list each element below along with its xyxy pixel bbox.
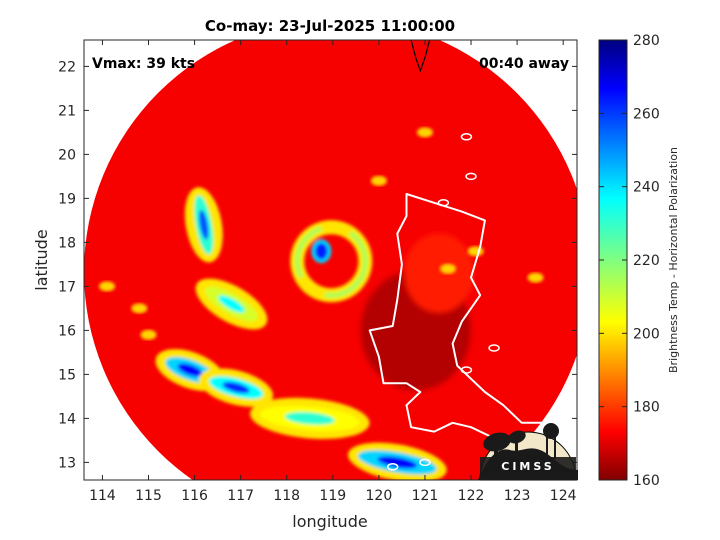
rainband xyxy=(347,442,447,480)
x-axis-label: longitude xyxy=(292,512,367,531)
y-tick-label: 21 xyxy=(58,103,76,119)
y-tick-label: 19 xyxy=(58,191,76,207)
x-tick-label: 117 xyxy=(227,488,254,504)
x-tick-label: 120 xyxy=(366,488,393,504)
convective-speck xyxy=(467,246,484,257)
y-tick-label: 18 xyxy=(58,235,76,251)
island-outline xyxy=(465,172,477,181)
convective-speck xyxy=(140,329,157,340)
plot-frame xyxy=(83,39,578,481)
island-outline xyxy=(419,458,431,467)
colorbar-tick-label: 280 xyxy=(633,33,660,49)
heatmap-swath xyxy=(84,40,577,480)
colorbar-ticks: 160 180 200 220 240 260 280 xyxy=(599,33,660,489)
rainband xyxy=(195,278,268,330)
convective-speck xyxy=(416,127,433,138)
y-axis-label: latitude xyxy=(32,229,51,290)
rainband-core xyxy=(218,295,245,313)
convective-speck xyxy=(99,281,116,292)
taiwan-coastline xyxy=(410,40,431,73)
rainband-core xyxy=(377,456,418,469)
y-tick-label: 17 xyxy=(58,279,76,295)
island-outline xyxy=(460,133,473,141)
y-tick-label: 16 xyxy=(58,323,76,339)
colorbar-tick-label: 180 xyxy=(633,400,660,416)
rainband-core xyxy=(284,412,335,425)
cimss-logo: CIMSS xyxy=(478,423,578,481)
convective-speck xyxy=(527,272,544,283)
y-tick-label: 14 xyxy=(58,411,76,427)
y-axis: 13 14 15 16 17 18 19 20 21 22 xyxy=(58,59,577,471)
rainband-core xyxy=(177,363,203,377)
convective-speck xyxy=(370,175,387,186)
vmax-annotation: Vmax: 39 kts xyxy=(92,56,195,72)
convective-speck xyxy=(439,263,456,274)
time-away-annotation: 00:40 away xyxy=(479,56,569,72)
x-tick-label: 115 xyxy=(135,488,162,504)
eyewall-core xyxy=(294,224,368,298)
island-outline xyxy=(488,344,500,352)
y-tick-label: 20 xyxy=(58,147,76,163)
colorbar-tick-label: 160 xyxy=(633,473,660,489)
convective-speck xyxy=(131,303,148,314)
rainband-core xyxy=(199,210,209,240)
y-tick-label: 13 xyxy=(58,455,76,471)
rainband xyxy=(184,187,223,263)
island-outline xyxy=(437,199,450,207)
island-outline xyxy=(460,366,473,374)
eye-core xyxy=(315,243,328,260)
colorbar-tick-label: 200 xyxy=(633,326,660,342)
x-tick-label: 121 xyxy=(412,488,439,504)
y-tick-label: 22 xyxy=(58,59,76,75)
rainband xyxy=(199,368,274,407)
x-tick-label: 118 xyxy=(273,488,300,504)
x-tick-label: 114 xyxy=(89,488,116,504)
x-tick-label: 123 xyxy=(504,488,531,504)
logo-text: CIMSS xyxy=(501,460,554,473)
colorbar-tick-label: 220 xyxy=(633,253,660,269)
land-warm-area xyxy=(403,233,474,314)
rainband xyxy=(249,397,370,439)
x-tick-label: 119 xyxy=(319,488,346,504)
colorbar-tick-label: 260 xyxy=(633,106,660,122)
chart-title: Co-may: 23-Jul-2025 11:00:00 xyxy=(205,17,455,35)
rainband-core xyxy=(222,381,250,394)
colorbar-label: Brightness Temp - Horizontal Polarizatio… xyxy=(667,147,680,373)
x-axis: 114 115 116 117 118 119 120 121 122 123 124 xyxy=(89,40,577,504)
x-tick-label: 122 xyxy=(458,488,485,504)
x-tick-label: 116 xyxy=(181,488,208,504)
island-outline xyxy=(386,463,399,471)
x-tick-label: 124 xyxy=(550,488,577,504)
y-tick-label: 15 xyxy=(58,367,76,383)
colorbar-tick-label: 240 xyxy=(633,180,660,196)
